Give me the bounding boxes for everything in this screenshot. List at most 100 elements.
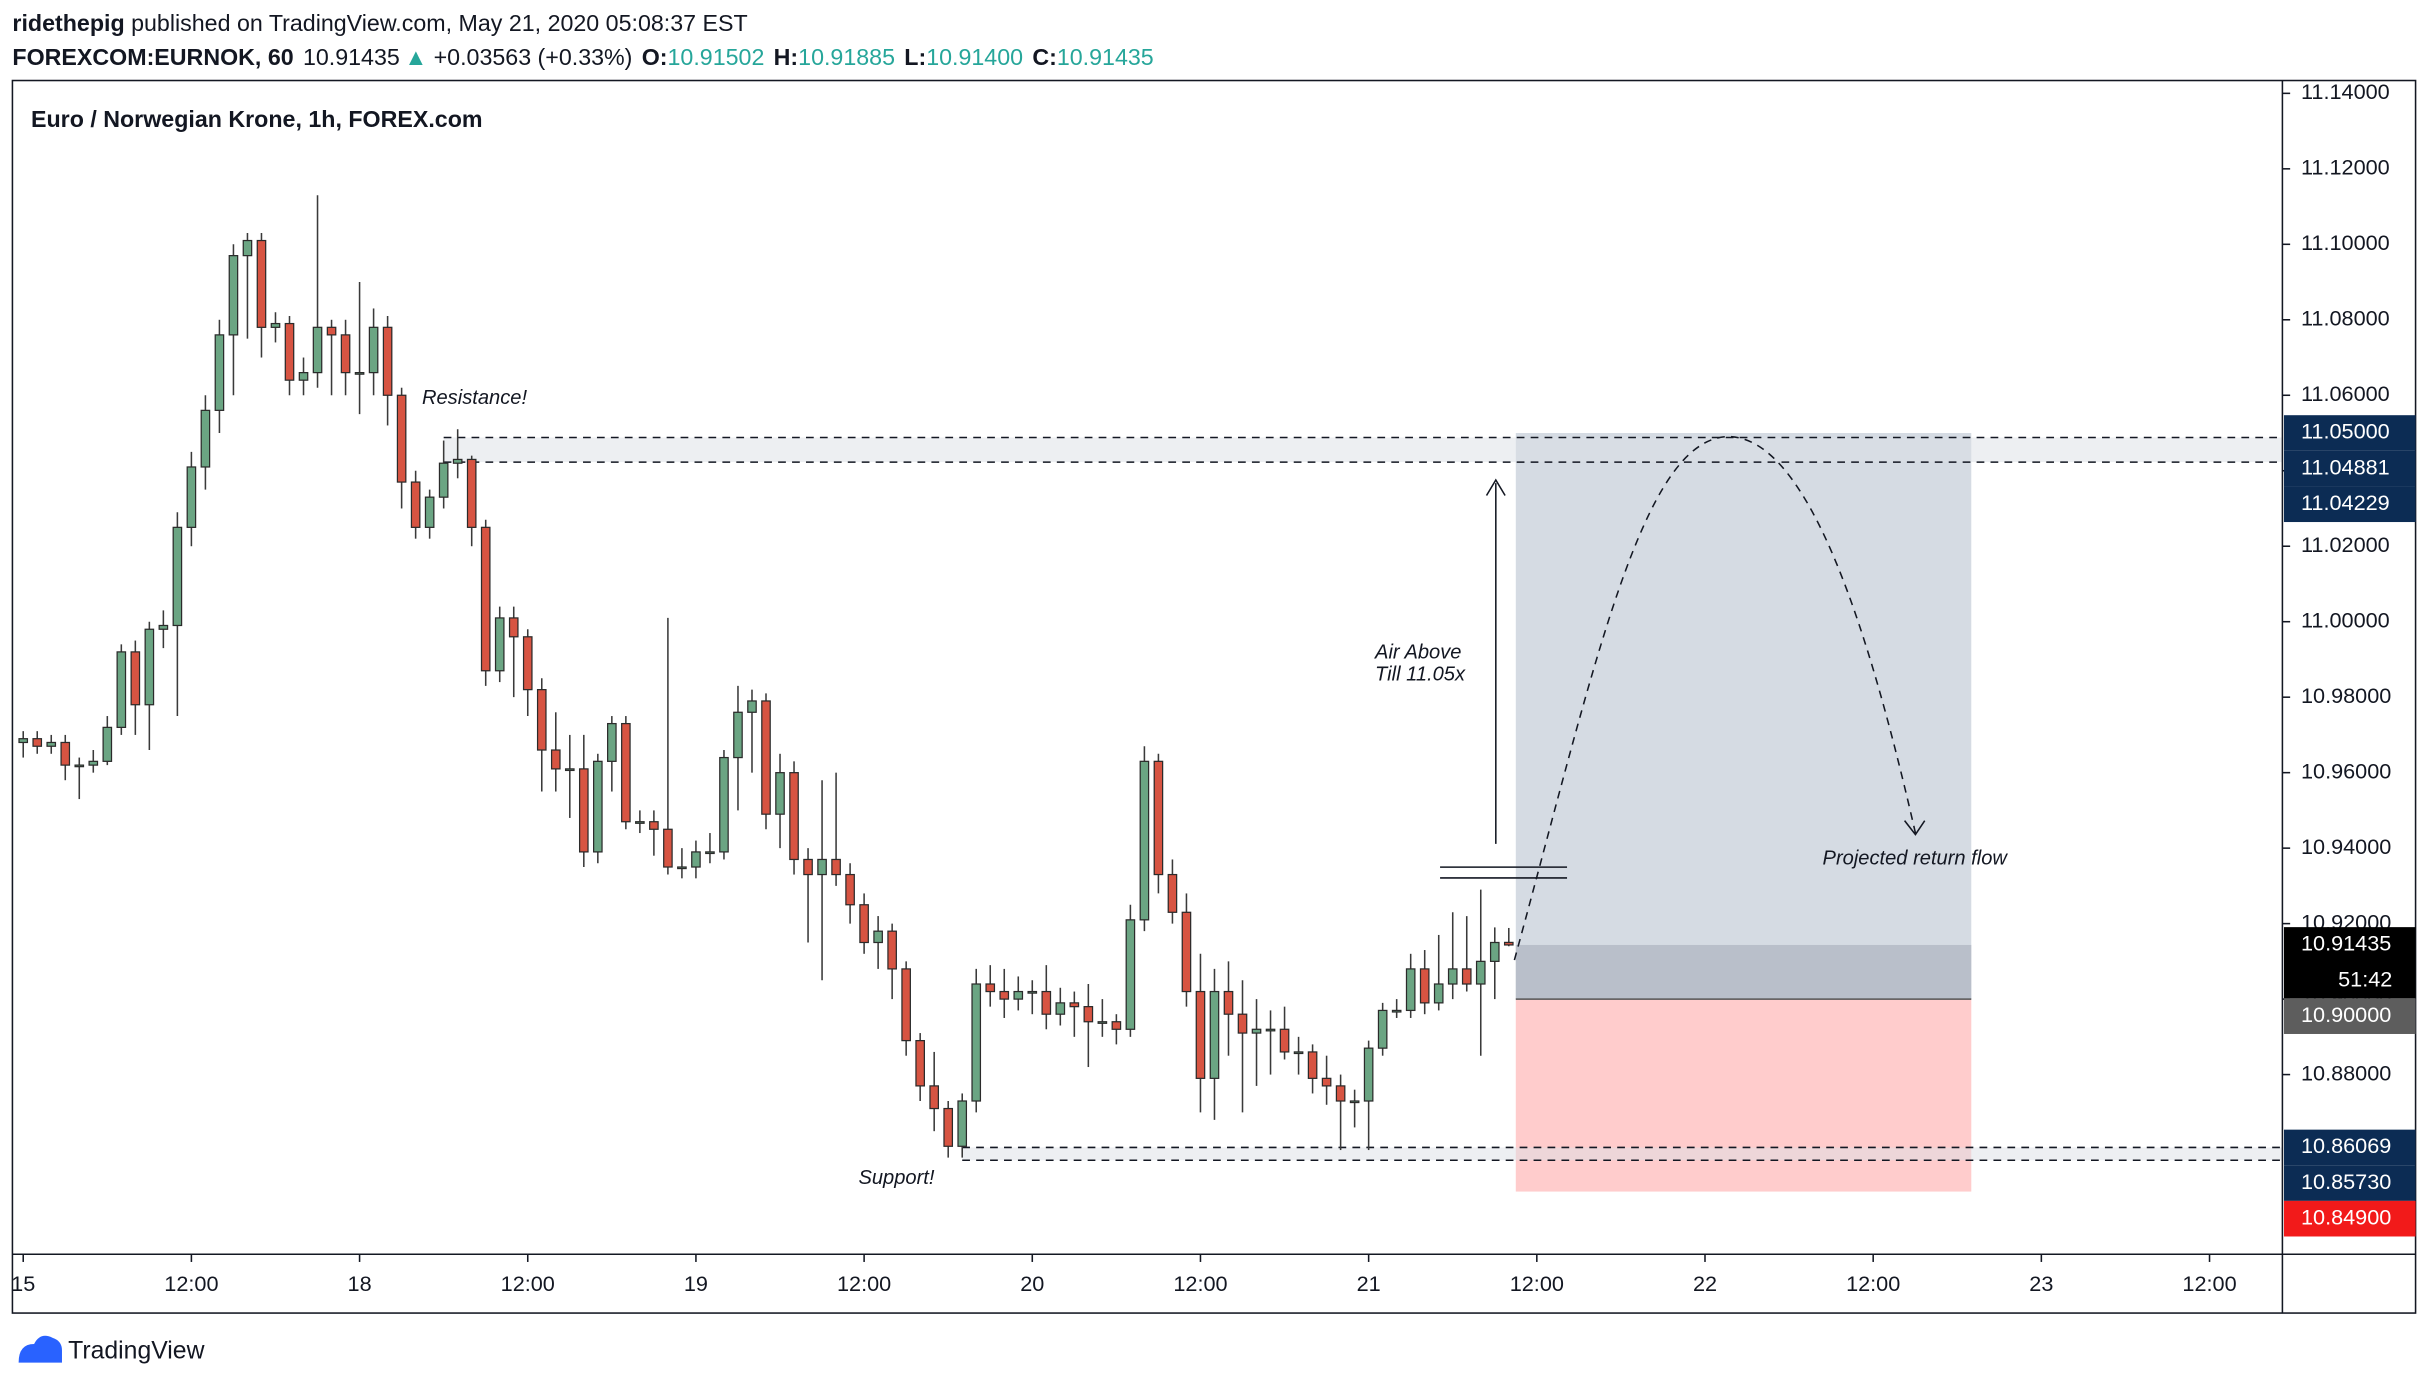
candle-body [326,326,337,336]
candle-body [410,481,421,528]
candle-body [677,866,687,870]
candle-body [1279,1028,1290,1053]
y-tick-label: 11.10000 [2301,230,2390,255]
candle-body [564,768,575,772]
header-line-2: FOREXCOM:EURNOK, 60 10.91435 ▲ +0.03563 (+0… [12,44,1153,70]
x-tick-label: 21 [1357,1271,1381,1296]
price-tag [2283,450,2416,487]
candle-body [522,636,533,691]
candle-body [663,828,673,868]
candle-body [144,628,155,706]
candle-body [957,1100,968,1147]
close-label: C: [1032,44,1057,70]
candle-body [1139,760,1150,921]
candle-body [971,983,982,1102]
y-tick-label: 11.08000 [2301,306,2390,331]
zone [962,1147,2283,1161]
x-tick-label: 12:00 [164,1271,218,1296]
candle-body [929,1085,940,1110]
candle-body [593,760,603,853]
y-tick-label: 11.00000 [2301,607,2390,632]
candle-body [256,239,267,328]
candle-body [1475,960,1486,985]
candle-body [452,458,463,464]
price-tag-label: 10.84900 [2301,1204,2391,1229]
candle-body [1391,1009,1402,1013]
close-value: 10.91435 [1057,44,1154,70]
candle-body [761,700,771,815]
candle-body [116,651,127,728]
candle-body [88,760,99,766]
candle-body [200,409,211,468]
candle-body [635,821,645,824]
chart-frame [11,79,2417,1314]
candle-body [1321,1077,1332,1087]
candle-body [158,624,169,630]
price-tag-label: 10.90000 [2301,1002,2391,1027]
y-tick-label: 10.88000 [2301,1060,2391,1085]
candle-body [1111,1021,1122,1030]
candle-body [1125,919,1136,1030]
candle-body [705,851,715,855]
x-tick-label: 20 [1020,1271,1044,1296]
candle-body [578,768,589,853]
candle-body [1489,941,1500,962]
candle-body [172,526,183,627]
price-tag [2283,1129,2416,1166]
last-price: 10.91435 [303,44,400,70]
y-tick-label: 10.94000 [2301,834,2391,859]
symbol: FOREXCOM:EURNOK, 60 [12,44,293,70]
y-tick-label: 10.98000 [2301,683,2391,708]
candle-body [354,372,365,375]
brand: TradingView [68,1337,204,1364]
candle-body [1181,911,1192,993]
price-tag-label: 10.86069 [2301,1133,2391,1158]
price-tag-label: 11.04881 [2301,454,2390,479]
candle-body [228,255,239,336]
candle-body [270,322,281,328]
open-label: O: [642,44,668,70]
open-pnl-zone [1515,944,1972,1000]
candle-body [494,617,505,672]
candle-body [1293,1051,1304,1055]
candle-body [1335,1085,1346,1102]
candle-body [1447,968,1458,985]
candle-body [340,334,351,374]
candle-body [60,741,71,766]
candle-body [607,722,617,762]
target-zone [1515,433,1972,1000]
price-tag [2283,998,2416,1034]
low-value: 10.91400 [926,44,1023,70]
candle-body [1307,1051,1318,1079]
x-tick-label: 23 [2029,1271,2053,1296]
candle-body [466,458,477,528]
logo [18,1335,62,1363]
candle-body [1055,1002,1066,1015]
candle-body [845,873,855,906]
candle-body [943,1107,954,1147]
countdown: 51:42 [2338,966,2392,991]
x-tick-label: 18 [348,1271,372,1296]
candle-body [873,930,883,944]
x-tick-label: 12:00 [501,1271,555,1296]
candle-body [901,968,911,1042]
candle-body [649,821,659,830]
candle-body [985,983,996,993]
candle-body [887,930,897,970]
x-tick-label: 22 [1693,1271,1717,1296]
candle-body [1167,873,1178,913]
stop-zone [1515,999,1972,1192]
candle-body [396,394,407,483]
candle-body [915,1039,925,1087]
x-tick-label: 12:00 [1846,1271,1900,1296]
header-line-1: ridethepig published on TradingView.com,… [12,10,747,36]
candle-body [1265,1028,1276,1032]
chart-title: Euro / Norwegian Krone, 1h, FOREX.com [31,106,483,132]
candle-body [242,239,253,257]
candle-body [1223,990,1234,1015]
projection-curve [1513,435,1917,961]
candle-body [508,617,519,638]
candle-body [424,496,435,528]
zone [443,437,2283,463]
candle-body [999,990,1010,1000]
